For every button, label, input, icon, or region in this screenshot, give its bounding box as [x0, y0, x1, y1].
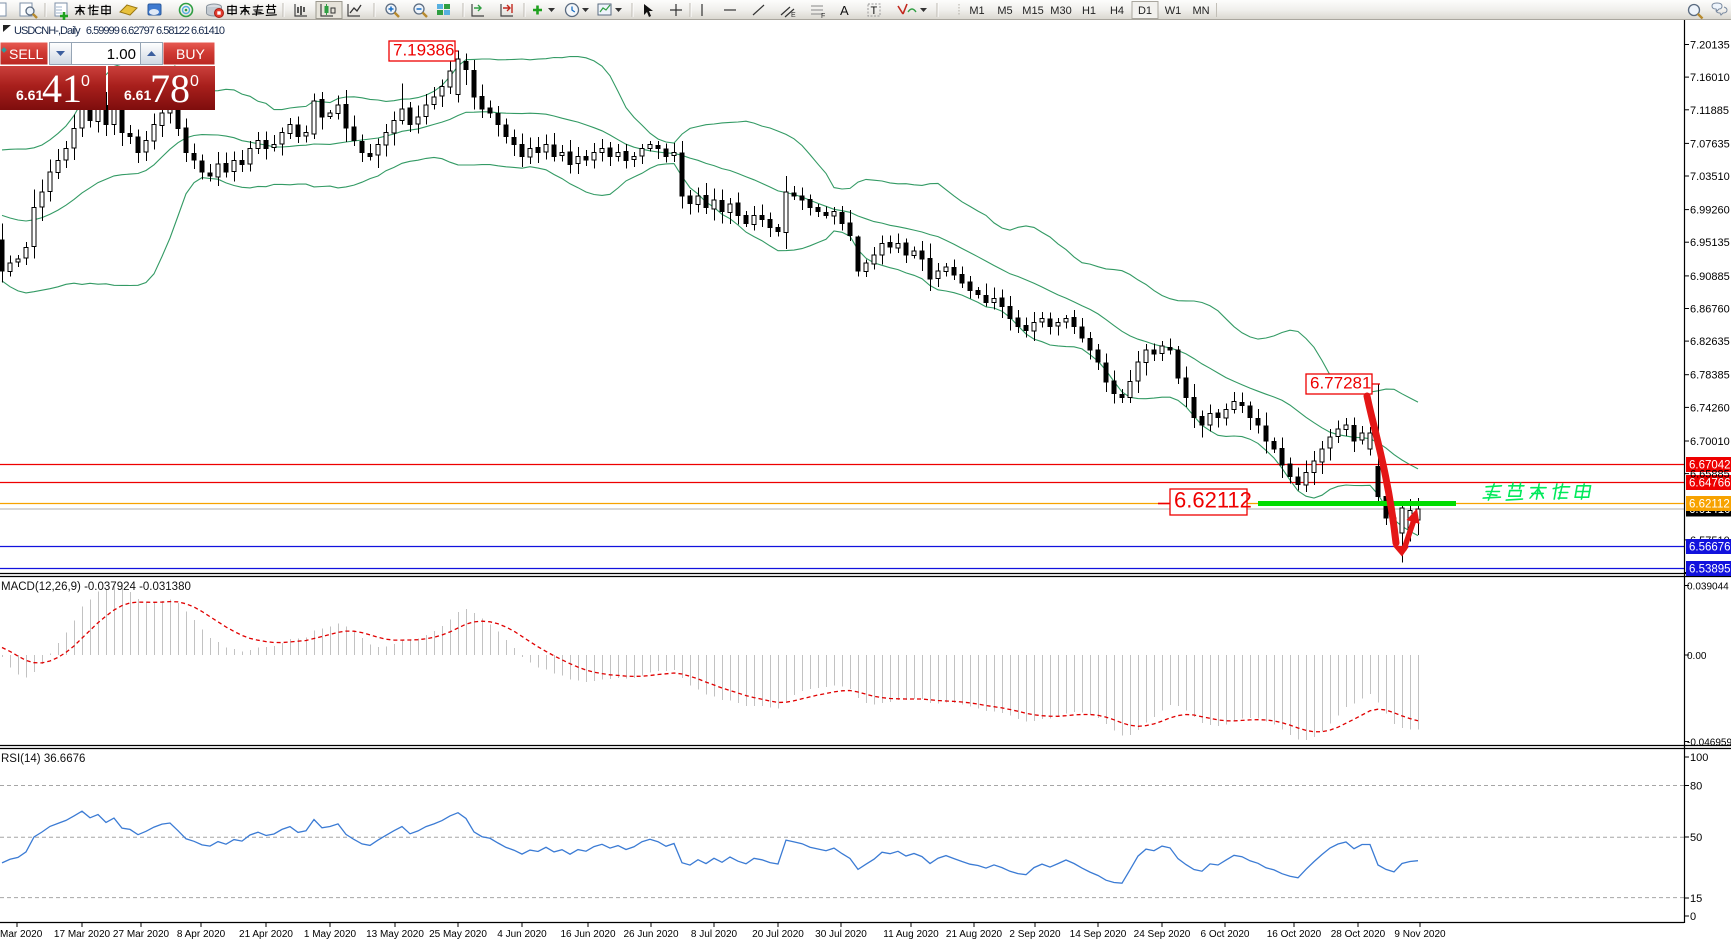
svg-text:5 Mar 2020: 5 Mar 2020	[0, 929, 43, 940]
svg-text:6.78385: 6.78385	[1690, 370, 1730, 382]
svg-text:7.20135: 7.20135	[1690, 40, 1730, 52]
svg-text:0: 0	[190, 73, 199, 90]
svg-text:15: 15	[1690, 893, 1702, 905]
svg-text:6 Oct 2020: 6 Oct 2020	[1201, 929, 1250, 940]
svg-text:7.03510: 7.03510	[1690, 171, 1730, 183]
svg-text:6.74260: 6.74260	[1690, 402, 1730, 414]
svg-text:0.039044: 0.039044	[1687, 582, 1729, 593]
svg-text:6.65885: 6.65885	[1690, 469, 1730, 481]
svg-text:6.56676: 6.56676	[1689, 542, 1731, 554]
svg-text:6.82635: 6.82635	[1690, 336, 1730, 348]
svg-text:50: 50	[1690, 832, 1702, 844]
svg-text:6.95135: 6.95135	[1690, 237, 1730, 249]
svg-text:25 May 2020: 25 May 2020	[429, 929, 487, 940]
svg-text:H1: H1	[1082, 5, 1096, 17]
svg-text:8 Apr 2020: 8 Apr 2020	[177, 929, 226, 940]
svg-text:14 Sep 2020: 14 Sep 2020	[1070, 929, 1127, 940]
svg-text:M5: M5	[997, 5, 1012, 17]
svg-text:H4: H4	[1110, 5, 1124, 17]
svg-text:D1: D1	[1138, 5, 1152, 17]
svg-text:6.61: 6.61	[16, 87, 43, 103]
svg-text:SELL: SELL	[9, 46, 43, 62]
svg-text:USDCNH-,Daily 6.59999 6.6279: USDCNH-,Daily 6.59999 6.62797 6.58122 6.…	[14, 25, 225, 37]
svg-text:16 Jun 2020: 16 Jun 2020	[560, 929, 615, 940]
svg-text:21 Apr 2020: 21 Apr 2020	[239, 929, 293, 940]
svg-text:BUY: BUY	[176, 46, 205, 62]
svg-text:6.64766: 6.64766	[1689, 478, 1731, 490]
svg-text:6.77281: 6.77281	[1310, 373, 1371, 392]
svg-text:0.00: 0.00	[1687, 651, 1707, 662]
svg-text:MN: MN	[1192, 5, 1209, 17]
svg-text:-0.046959: -0.046959	[1687, 738, 1731, 749]
svg-text:M15: M15	[1022, 5, 1043, 17]
svg-text:6.90885: 6.90885	[1690, 271, 1730, 283]
svg-text:M30: M30	[1050, 5, 1071, 17]
svg-text:RSI(14) 36.6676: RSI(14) 36.6676	[1, 753, 85, 765]
svg-text:1 May 2020: 1 May 2020	[304, 929, 357, 940]
svg-text:8 Jul 2020: 8 Jul 2020	[691, 929, 738, 940]
svg-text:28 Oct 2020: 28 Oct 2020	[1331, 929, 1386, 940]
svg-text:2 Sep 2020: 2 Sep 2020	[1009, 929, 1061, 940]
svg-text:9 Nov 2020: 9 Nov 2020	[1394, 929, 1446, 940]
svg-text:100: 100	[1690, 752, 1708, 764]
svg-text:F: F	[821, 13, 825, 20]
svg-text:0: 0	[81, 73, 90, 90]
svg-text:24 Sep 2020: 24 Sep 2020	[1134, 929, 1191, 940]
svg-text:W1: W1	[1165, 5, 1182, 17]
svg-text:1.00: 1.00	[107, 46, 136, 63]
svg-text:6.61: 6.61	[124, 87, 151, 103]
svg-text:6.53895: 6.53895	[1689, 564, 1731, 576]
svg-text:21 Aug 2020: 21 Aug 2020	[946, 929, 1003, 940]
svg-text:80: 80	[1690, 781, 1702, 793]
svg-text:78: 78	[150, 66, 190, 111]
svg-text:6.86760: 6.86760	[1690, 304, 1730, 316]
svg-text:T: T	[871, 5, 878, 17]
svg-text:30 Jul 2020: 30 Jul 2020	[815, 929, 867, 940]
svg-text:7.19386: 7.19386	[393, 40, 454, 59]
svg-text:6.70010: 6.70010	[1690, 436, 1730, 448]
svg-text:6.99260: 6.99260	[1690, 205, 1730, 217]
svg-text:11 Aug 2020: 11 Aug 2020	[883, 929, 939, 940]
svg-text:7.11885: 7.11885	[1690, 105, 1729, 117]
svg-text:16 Oct 2020: 16 Oct 2020	[1267, 929, 1322, 940]
svg-text:7.07635: 7.07635	[1690, 138, 1730, 150]
svg-text:26 Jun 2020: 26 Jun 2020	[623, 929, 678, 940]
svg-text:41: 41	[42, 66, 82, 111]
svg-text:MACD(12,26,9) -0.037924 -0.031: MACD(12,26,9) -0.037924 -0.031380	[1, 581, 191, 593]
svg-text:6.62112: 6.62112	[1689, 499, 1730, 511]
svg-text:13 May 2020: 13 May 2020	[366, 929, 424, 940]
svg-text:6.67042: 6.67042	[1689, 460, 1731, 472]
svg-text:M1: M1	[969, 5, 984, 17]
svg-text:6.62112: 6.62112	[1174, 488, 1252, 513]
svg-text:27 Mar 2020: 27 Mar 2020	[113, 929, 170, 940]
svg-text:4 Jun 2020: 4 Jun 2020	[497, 929, 547, 940]
svg-text:20 Jul 2020: 20 Jul 2020	[752, 929, 804, 940]
svg-text:7.16010: 7.16010	[1690, 72, 1730, 84]
svg-text:0: 0	[1690, 911, 1696, 923]
svg-text:A: A	[840, 3, 849, 18]
svg-text:17 Mar 2020: 17 Mar 2020	[54, 929, 111, 940]
svg-text:E: E	[791, 12, 796, 19]
